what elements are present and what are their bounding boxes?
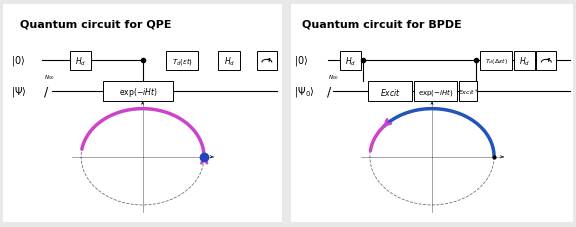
FancyBboxPatch shape — [369, 82, 412, 101]
Text: $H_d$: $H_d$ — [345, 55, 357, 67]
Text: $N_{00}$: $N_{00}$ — [328, 73, 338, 82]
Text: $\exp(-iHt)$: $\exp(-iHt)$ — [418, 86, 453, 97]
Text: $/$: $/$ — [43, 85, 50, 99]
FancyBboxPatch shape — [70, 51, 91, 71]
FancyBboxPatch shape — [285, 2, 576, 227]
Text: $H_d$: $H_d$ — [223, 55, 235, 67]
FancyBboxPatch shape — [0, 2, 288, 227]
Text: $H_d$: $H_d$ — [75, 55, 86, 67]
FancyBboxPatch shape — [536, 51, 556, 71]
Text: $Excit$: $Excit$ — [380, 86, 401, 97]
Text: $N_{00}$: $N_{00}$ — [44, 73, 55, 82]
FancyBboxPatch shape — [166, 51, 198, 71]
Text: $/$: $/$ — [326, 85, 332, 99]
FancyBboxPatch shape — [414, 82, 457, 101]
FancyBboxPatch shape — [257, 51, 276, 71]
FancyBboxPatch shape — [340, 51, 362, 71]
FancyBboxPatch shape — [514, 51, 535, 71]
FancyBboxPatch shape — [218, 51, 240, 71]
Text: Quantum circuit for QPE: Quantum circuit for QPE — [20, 20, 171, 30]
Text: Quantum circuit for BPDE: Quantum circuit for BPDE — [302, 20, 462, 30]
Text: $Excit^\dagger$: $Excit^\dagger$ — [458, 87, 478, 96]
Text: $|0\rangle$: $|0\rangle$ — [294, 54, 308, 68]
Text: $|0\rangle$: $|0\rangle$ — [12, 54, 26, 68]
Text: $T_d(\Delta\varepsilon t)$: $T_d(\Delta\varepsilon t)$ — [484, 57, 508, 66]
FancyBboxPatch shape — [480, 51, 513, 71]
Text: $\exp(-iHt)$: $\exp(-iHt)$ — [119, 85, 158, 98]
Text: $|\Psi_0\rangle$: $|\Psi_0\rangle$ — [294, 85, 314, 99]
FancyBboxPatch shape — [104, 82, 173, 101]
Text: $H_d$: $H_d$ — [519, 55, 530, 67]
Text: $|\Psi\rangle$: $|\Psi\rangle$ — [12, 85, 27, 99]
FancyBboxPatch shape — [459, 82, 477, 101]
Text: $T_d(\varepsilon t)$: $T_d(\varepsilon t)$ — [172, 56, 193, 67]
